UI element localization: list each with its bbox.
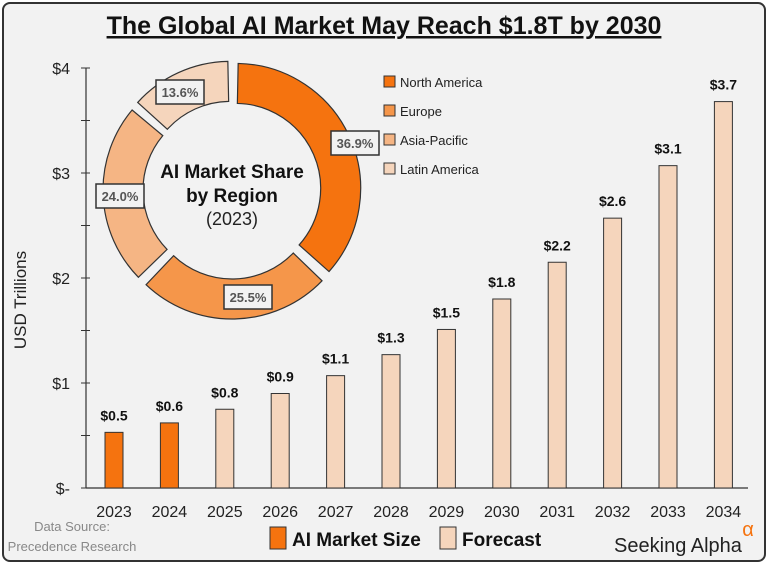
donut-value-box: [95, 183, 145, 209]
legend-label: Europe: [400, 104, 442, 119]
y-tick-label: $-: [56, 481, 70, 498]
bar-value-label: $1.8: [488, 274, 515, 290]
bar-value-label: $1.5: [433, 304, 460, 320]
bar-2028: [381, 354, 401, 489]
brand-alpha-mark: α: [742, 519, 754, 541]
bar-value-label: $0.6: [156, 398, 183, 414]
x-tick-label: 2032: [595, 504, 631, 521]
legend-swatch: [383, 162, 396, 175]
bar-value-label: $3.7: [710, 77, 737, 93]
donut-value-label: 25.5%: [230, 290, 267, 305]
bar-value-label: $1.3: [377, 330, 404, 346]
legend-label: Forecast: [462, 530, 542, 551]
bar-2027: [326, 375, 346, 489]
x-tick-label: 2025: [207, 504, 243, 521]
source-line2: Precedence Research: [8, 539, 137, 554]
donut-title-line2: by Region: [186, 186, 278, 207]
bar-value-label: $2.2: [544, 237, 571, 253]
donut-value-label: 13.6%: [162, 85, 199, 100]
x-tick-label: 2029: [429, 504, 465, 521]
legend-swatch: [269, 526, 287, 550]
donut-title-line1: AI Market Share: [160, 162, 304, 183]
bar-2023: [104, 431, 124, 489]
x-tick-label: 2028: [373, 504, 409, 521]
legend-swatch: [383, 104, 396, 117]
legend-label: Latin America: [400, 162, 480, 177]
bar-2025: [215, 408, 235, 489]
y-tick-label: $2: [52, 271, 70, 288]
brand-logo: Seeking Alpha: [614, 535, 743, 557]
x-tick-label: 2034: [706, 504, 742, 521]
x-tick-label: 2023: [96, 504, 132, 521]
y-tick-label: $1: [52, 376, 70, 393]
bar-value-label: $2.6: [599, 193, 626, 209]
bar-value-label: $0.5: [100, 407, 127, 423]
y-tick-label: $4: [52, 61, 70, 78]
donut-title: AI Market Share by Region: [160, 162, 304, 207]
x-tick-label: 2027: [318, 504, 354, 521]
bar-2031: [547, 261, 567, 489]
donut-value-box: [330, 130, 380, 156]
bar-2026: [270, 393, 290, 489]
x-tick-label: 2024: [152, 504, 188, 521]
legend-swatch: [439, 526, 457, 550]
x-tick-label: 2026: [262, 504, 298, 521]
bar-value-label: $1.1: [322, 351, 349, 367]
donut-value-box: [155, 79, 205, 105]
donut-slice-north-america: [236, 62, 362, 273]
legend-label: AI Market Size: [292, 530, 421, 551]
bar-2024: [159, 422, 179, 489]
bar-2030: [492, 298, 512, 489]
legend-swatch: [383, 75, 396, 88]
bar-2034: [713, 101, 733, 489]
bar-2029: [436, 328, 456, 489]
donut-value-label: 36.9%: [337, 136, 374, 151]
bar-value-label: $0.8: [211, 384, 238, 400]
donut-value-label: 24.0%: [102, 189, 139, 204]
donut-value-box: [223, 284, 273, 310]
y-tick-label: $3: [52, 166, 70, 183]
bar-value-label: $0.9: [267, 369, 294, 385]
bar-2033: [658, 165, 678, 489]
bar-2032: [603, 217, 623, 489]
source-line1: Data Source:: [34, 519, 110, 534]
legend-swatch: [383, 133, 396, 146]
bar-value-label: $3.1: [654, 141, 681, 157]
x-tick-label: 2033: [650, 504, 686, 521]
x-tick-label: 2031: [539, 504, 575, 521]
donut-subtitle: (2023): [206, 209, 258, 229]
y-axis-label: USD Trillions: [11, 251, 30, 349]
legend-label: Asia-Pacific: [400, 133, 468, 148]
chart-title: The Global AI Market May Reach $1.8T by …: [107, 12, 662, 40]
x-tick-label: 2030: [484, 504, 520, 521]
legend-label: North America: [400, 75, 483, 90]
